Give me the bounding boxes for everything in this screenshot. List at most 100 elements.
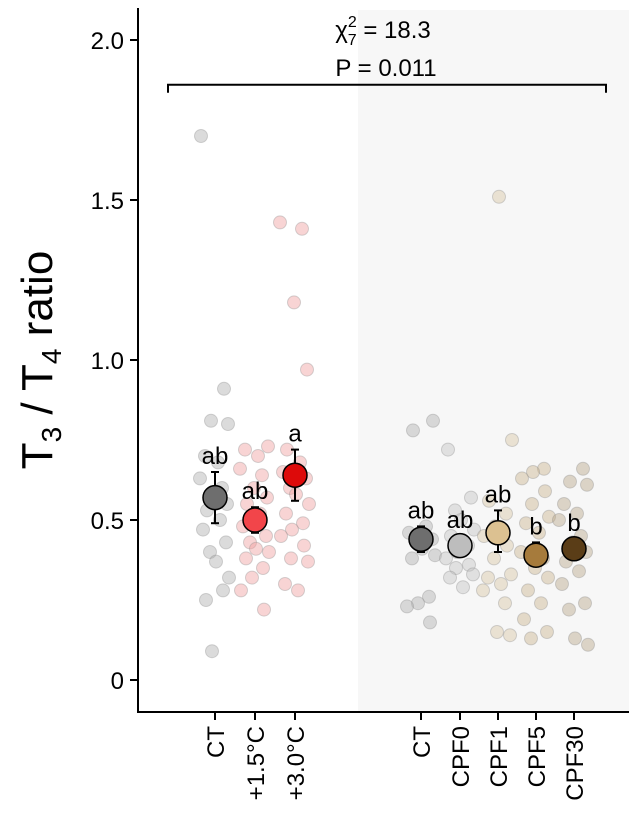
data-point	[534, 596, 548, 611]
data-point	[505, 433, 519, 447]
data-point	[196, 522, 210, 537]
y-label-slash-t: / T	[13, 364, 62, 427]
data-point	[515, 471, 529, 486]
data-point	[537, 461, 551, 476]
data-point	[454, 513, 468, 527]
data-point	[262, 545, 276, 559]
data-point	[291, 583, 305, 598]
data-point	[576, 461, 590, 476]
mean-point	[523, 542, 549, 568]
y-tick-label: 0.5	[91, 508, 124, 535]
y-ticks: 0 0.5 1.0 1.5 2.0	[91, 28, 138, 695]
data-point	[193, 471, 207, 486]
data-point	[541, 570, 555, 585]
y-tick-label: 1.5	[91, 188, 124, 215]
data-point	[233, 461, 247, 476]
data-point	[217, 381, 231, 396]
mean-point	[282, 462, 308, 488]
data-point	[423, 615, 437, 630]
y-tick-label: 2.0	[91, 28, 124, 55]
x-tick-label: CPF30	[562, 726, 589, 801]
data-point	[439, 551, 453, 566]
data-point	[296, 516, 310, 531]
data-point	[572, 564, 586, 579]
data-point	[466, 567, 480, 582]
x-tick-label: CPF0	[448, 726, 475, 787]
data-point	[243, 535, 257, 550]
data-point	[219, 535, 233, 550]
data-point	[448, 503, 462, 518]
mean-point	[561, 536, 587, 562]
data-point	[273, 215, 287, 230]
data-point	[199, 593, 213, 607]
x-ticks: CT +1.5°C +3.0°C CT CPF0 CPF1 CPF5 CPF30	[203, 712, 589, 801]
chi-value: = 18.3	[357, 17, 431, 44]
data-point	[467, 522, 481, 537]
data-point	[247, 481, 261, 495]
data-point	[557, 497, 571, 511]
x-tick-label: CT	[203, 726, 230, 758]
data-point	[297, 538, 311, 553]
data-point	[504, 567, 518, 582]
data-point	[239, 551, 253, 566]
cpf-panel-background	[358, 10, 629, 711]
data-point	[521, 583, 535, 598]
data-point	[519, 516, 533, 531]
mean-point	[202, 484, 228, 511]
data-point	[476, 583, 490, 598]
significance-letter: ab	[485, 481, 512, 508]
data-point	[464, 490, 478, 505]
x-tick-label: +1.5°C	[243, 726, 270, 800]
data-point	[482, 493, 496, 508]
data-point	[405, 551, 419, 566]
data-point	[481, 570, 495, 585]
y-tick-label: 1.0	[91, 348, 124, 375]
mean-point	[242, 507, 268, 533]
data-point	[532, 525, 546, 540]
data-point	[285, 522, 299, 537]
data-point	[525, 497, 539, 511]
data-point	[581, 637, 595, 652]
data-point	[492, 189, 506, 204]
data-point	[517, 612, 531, 627]
data-point	[260, 490, 274, 505]
chi-superscript: 2	[348, 14, 357, 31]
data-point	[245, 570, 259, 585]
significance-letter: a	[288, 421, 302, 448]
data-point	[238, 442, 252, 457]
chi-subscript: 7	[348, 32, 357, 49]
data-point	[462, 557, 476, 572]
data-point	[198, 449, 212, 463]
data-point	[578, 596, 592, 611]
data-point	[302, 497, 316, 511]
data-point	[542, 509, 556, 524]
data-point	[295, 221, 309, 236]
data-point	[256, 561, 270, 575]
data-point	[284, 551, 298, 566]
chi-symbol: χ	[335, 17, 348, 44]
data-point	[301, 554, 315, 569]
data-point	[568, 631, 582, 646]
data-point	[221, 417, 235, 431]
significance-letter: b	[529, 513, 542, 540]
data-point	[555, 577, 569, 591]
data-point	[443, 570, 457, 585]
data-point	[580, 477, 594, 492]
data-point	[287, 295, 301, 310]
y-label-ratio: ratio	[13, 251, 62, 349]
data-point	[204, 413, 218, 428]
data-point	[503, 628, 517, 643]
significance-letter: ab	[242, 478, 269, 505]
data-point	[259, 529, 273, 543]
x-tick-label: CPF1	[486, 726, 513, 787]
data-point	[428, 548, 442, 563]
data-point	[222, 570, 236, 585]
significance-letter: ab	[408, 497, 435, 524]
data-point	[456, 580, 470, 595]
p-value-annotation: P = 0.011	[335, 55, 436, 82]
significance-bracket	[167, 83, 607, 93]
significance-letter: ab	[202, 443, 229, 470]
data-point	[449, 561, 463, 575]
